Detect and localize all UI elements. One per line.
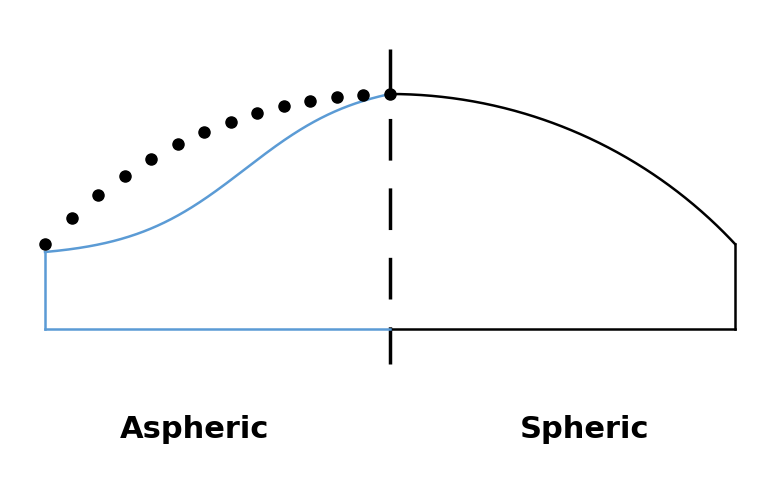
Text: Spheric: Spheric	[520, 415, 650, 444]
Text: Aspheric: Aspheric	[120, 415, 270, 444]
